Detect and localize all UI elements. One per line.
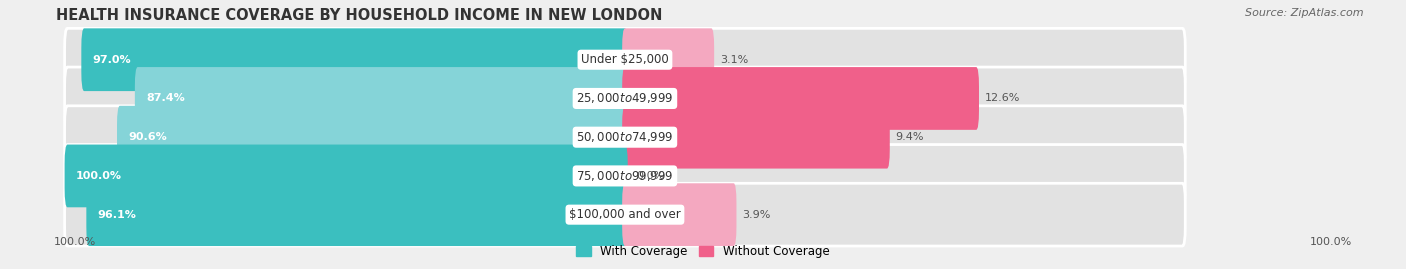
FancyBboxPatch shape: [623, 183, 737, 246]
Text: Under $25,000: Under $25,000: [581, 53, 669, 66]
FancyBboxPatch shape: [65, 28, 1185, 91]
FancyBboxPatch shape: [117, 106, 627, 169]
Text: 3.9%: 3.9%: [742, 210, 770, 220]
Text: 100.0%: 100.0%: [76, 171, 122, 181]
Text: Source: ZipAtlas.com: Source: ZipAtlas.com: [1246, 8, 1364, 18]
Text: 100.0%: 100.0%: [1310, 238, 1353, 247]
Text: 12.6%: 12.6%: [984, 93, 1019, 104]
Text: 90.6%: 90.6%: [128, 132, 167, 142]
FancyBboxPatch shape: [65, 144, 1185, 207]
FancyBboxPatch shape: [82, 28, 627, 91]
Text: 9.4%: 9.4%: [896, 132, 924, 142]
Text: $50,000 to $74,999: $50,000 to $74,999: [576, 130, 673, 144]
Text: 3.1%: 3.1%: [720, 55, 748, 65]
Text: $100,000 and over: $100,000 and over: [569, 208, 681, 221]
Text: $75,000 to $99,999: $75,000 to $99,999: [576, 169, 673, 183]
FancyBboxPatch shape: [65, 106, 1185, 169]
Text: 0.0%: 0.0%: [636, 171, 665, 181]
Legend: With Coverage, Without Coverage: With Coverage, Without Coverage: [572, 241, 834, 263]
Text: 97.0%: 97.0%: [93, 55, 131, 65]
Text: $25,000 to $49,999: $25,000 to $49,999: [576, 91, 673, 105]
FancyBboxPatch shape: [623, 28, 714, 91]
FancyBboxPatch shape: [86, 183, 627, 246]
Text: 87.4%: 87.4%: [146, 93, 184, 104]
FancyBboxPatch shape: [65, 67, 1185, 130]
Text: 96.1%: 96.1%: [97, 210, 136, 220]
FancyBboxPatch shape: [65, 183, 1185, 246]
Text: HEALTH INSURANCE COVERAGE BY HOUSEHOLD INCOME IN NEW LONDON: HEALTH INSURANCE COVERAGE BY HOUSEHOLD I…: [56, 8, 662, 23]
FancyBboxPatch shape: [135, 67, 627, 130]
FancyBboxPatch shape: [623, 67, 979, 130]
FancyBboxPatch shape: [65, 144, 627, 207]
FancyBboxPatch shape: [623, 106, 890, 169]
Text: 100.0%: 100.0%: [53, 238, 96, 247]
